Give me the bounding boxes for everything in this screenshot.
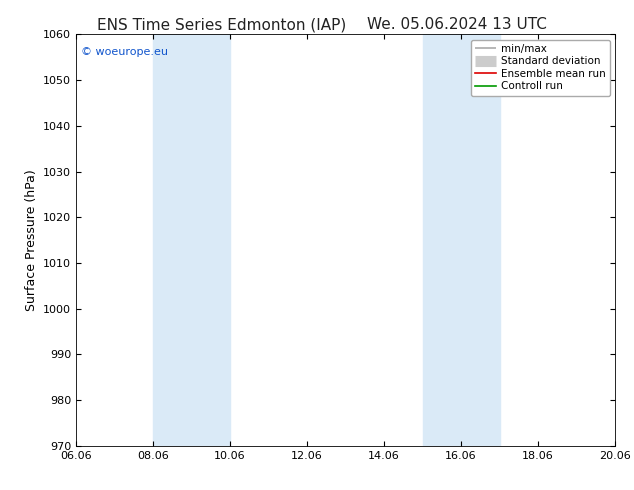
Text: ENS Time Series Edmonton (IAP): ENS Time Series Edmonton (IAP) xyxy=(97,17,347,32)
Y-axis label: Surface Pressure (hPa): Surface Pressure (hPa) xyxy=(25,169,37,311)
Legend: min/max, Standard deviation, Ensemble mean run, Controll run: min/max, Standard deviation, Ensemble me… xyxy=(470,40,610,96)
Bar xyxy=(422,34,500,446)
Text: We. 05.06.2024 13 UTC: We. 05.06.2024 13 UTC xyxy=(366,17,547,32)
Text: © woeurope.eu: © woeurope.eu xyxy=(81,47,169,57)
Bar xyxy=(153,34,230,446)
